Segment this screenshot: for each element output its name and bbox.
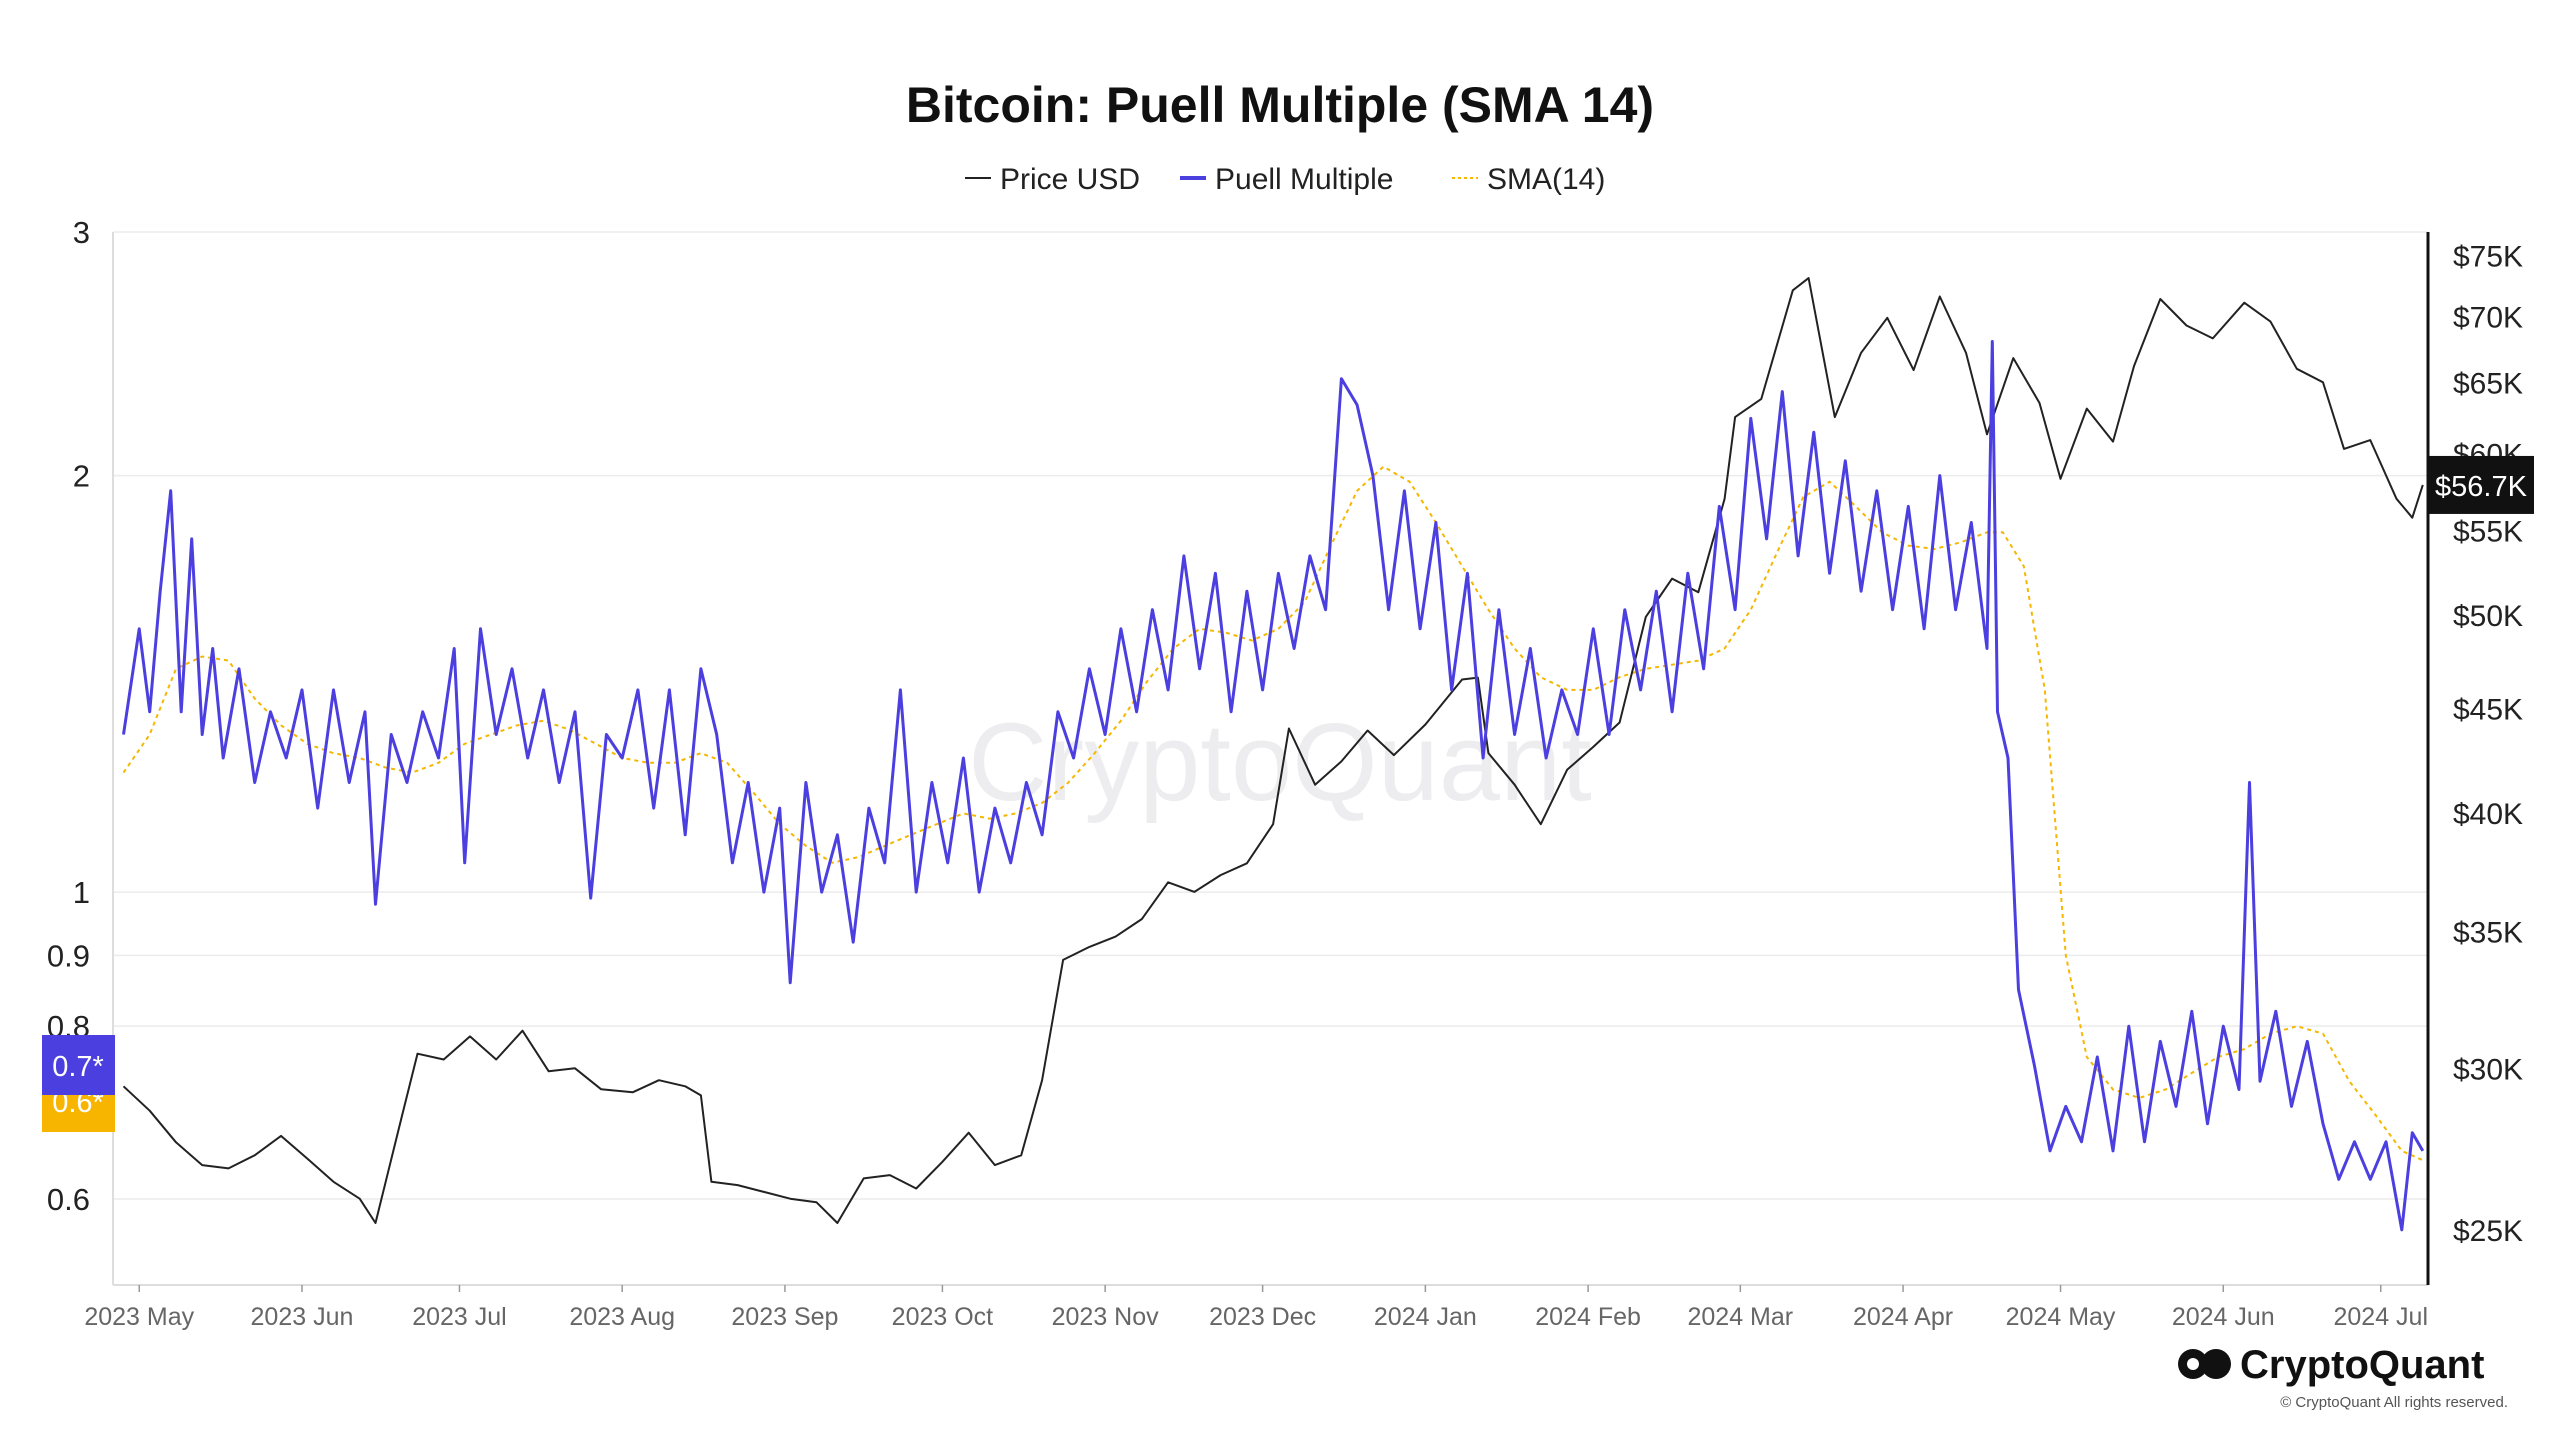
series-lines (122, 277, 2425, 1232)
x-tick-label: 2023 Oct (892, 1303, 994, 1331)
right-tick-label: $30K (2453, 1053, 2523, 1086)
cryptoquant-logo-icon (2178, 1349, 2231, 1379)
x-tick-label: 2023 Dec (1209, 1303, 1316, 1331)
brand: CryptoQuant © CryptoQuant All rights res… (2178, 1343, 2508, 1411)
x-tick-label: 2024 Jul (2333, 1303, 2428, 1331)
legend-label-sma: SMA(14) (1487, 163, 1605, 196)
right-tick-label: $55K (2453, 516, 2523, 549)
x-tick-label: 2024 Jun (2172, 1303, 2275, 1331)
x-tick-label: 2024 Mar (1688, 1303, 1794, 1331)
price-badge-label: $56.7K (2435, 471, 2528, 503)
copyright: © CryptoQuant All rights reserved. (2280, 1394, 2508, 1411)
legend: Price USD Puell Multiple SMA(14) (965, 163, 1605, 196)
right-tick-label: $25K (2453, 1215, 2523, 1248)
legend-label-puell: Puell Multiple (1215, 163, 1393, 196)
series-line-puell (122, 340, 2425, 1232)
x-tick-label: 2023 Aug (569, 1303, 675, 1331)
price-badge: $56.7K (2428, 455, 2534, 514)
x-tick-label: 2023 Jul (412, 1303, 507, 1331)
left-tick-label: 2 (73, 459, 90, 494)
puell-badge-bg (42, 1035, 115, 1095)
x-tick-label: 2024 Apr (1853, 1303, 1953, 1331)
gridlines (113, 231, 2428, 1200)
price-badge-bg (2428, 455, 2534, 514)
chart-title: Bitcoin: Puell Multiple (SMA 14) (906, 77, 1654, 133)
right-tick-label: $70K (2453, 302, 2523, 335)
brand-name: CryptoQuant (2240, 1343, 2484, 1387)
left-tick-label: 0.6 (47, 1182, 90, 1217)
right-tick-label: $35K (2453, 917, 2523, 950)
x-tick-label: 2024 Jan (1374, 1303, 1477, 1331)
x-tick-label: 2023 Jun (251, 1303, 354, 1331)
legend-item-price[interactable]: Price USD (965, 163, 1140, 196)
left-tick-label: 3 (73, 215, 90, 250)
left-tick-label: 1 (73, 875, 90, 910)
puell-badge-label: 0.7* (52, 1051, 104, 1083)
right-tick-label: $75K (2453, 240, 2523, 273)
x-tick-label: 2023 Nov (1052, 1303, 1160, 1331)
right-tick-label: $65K (2453, 367, 2523, 400)
x-tick-label: 2023 May (84, 1303, 194, 1331)
x-axis-ticks: 2023 May 2023 Jun 2023 Jul 2023 Aug 2023 Sep… (84, 1285, 2428, 1331)
legend-item-sma[interactable]: SMA(14) (1452, 163, 1605, 196)
right-axis-ticks: $75K$70K$65K$60K$55K$50K$45K$40K$35K$30K… (2453, 240, 2523, 1248)
legend-item-puell[interactable]: Puell Multiple (1180, 163, 1393, 196)
right-tick-label: $40K (2453, 798, 2523, 831)
value-badges: $56.7K0.6*0.7* (42, 455, 2534, 1132)
left-tick-label: 0.9 (47, 938, 90, 973)
series-line-price (122, 277, 2424, 1224)
x-tick-label: 2024 May (2006, 1303, 2116, 1331)
right-tick-label: $45K (2453, 694, 2523, 727)
right-tick-label: $50K (2453, 600, 2523, 633)
x-tick-label: 2024 Feb (1535, 1303, 1641, 1331)
legend-label-price: Price USD (1000, 163, 1140, 196)
series-line-sma (122, 465, 2424, 1162)
x-tick-label: 2023 Sep (731, 1303, 838, 1331)
puell-badge: 0.7* (42, 1035, 115, 1095)
